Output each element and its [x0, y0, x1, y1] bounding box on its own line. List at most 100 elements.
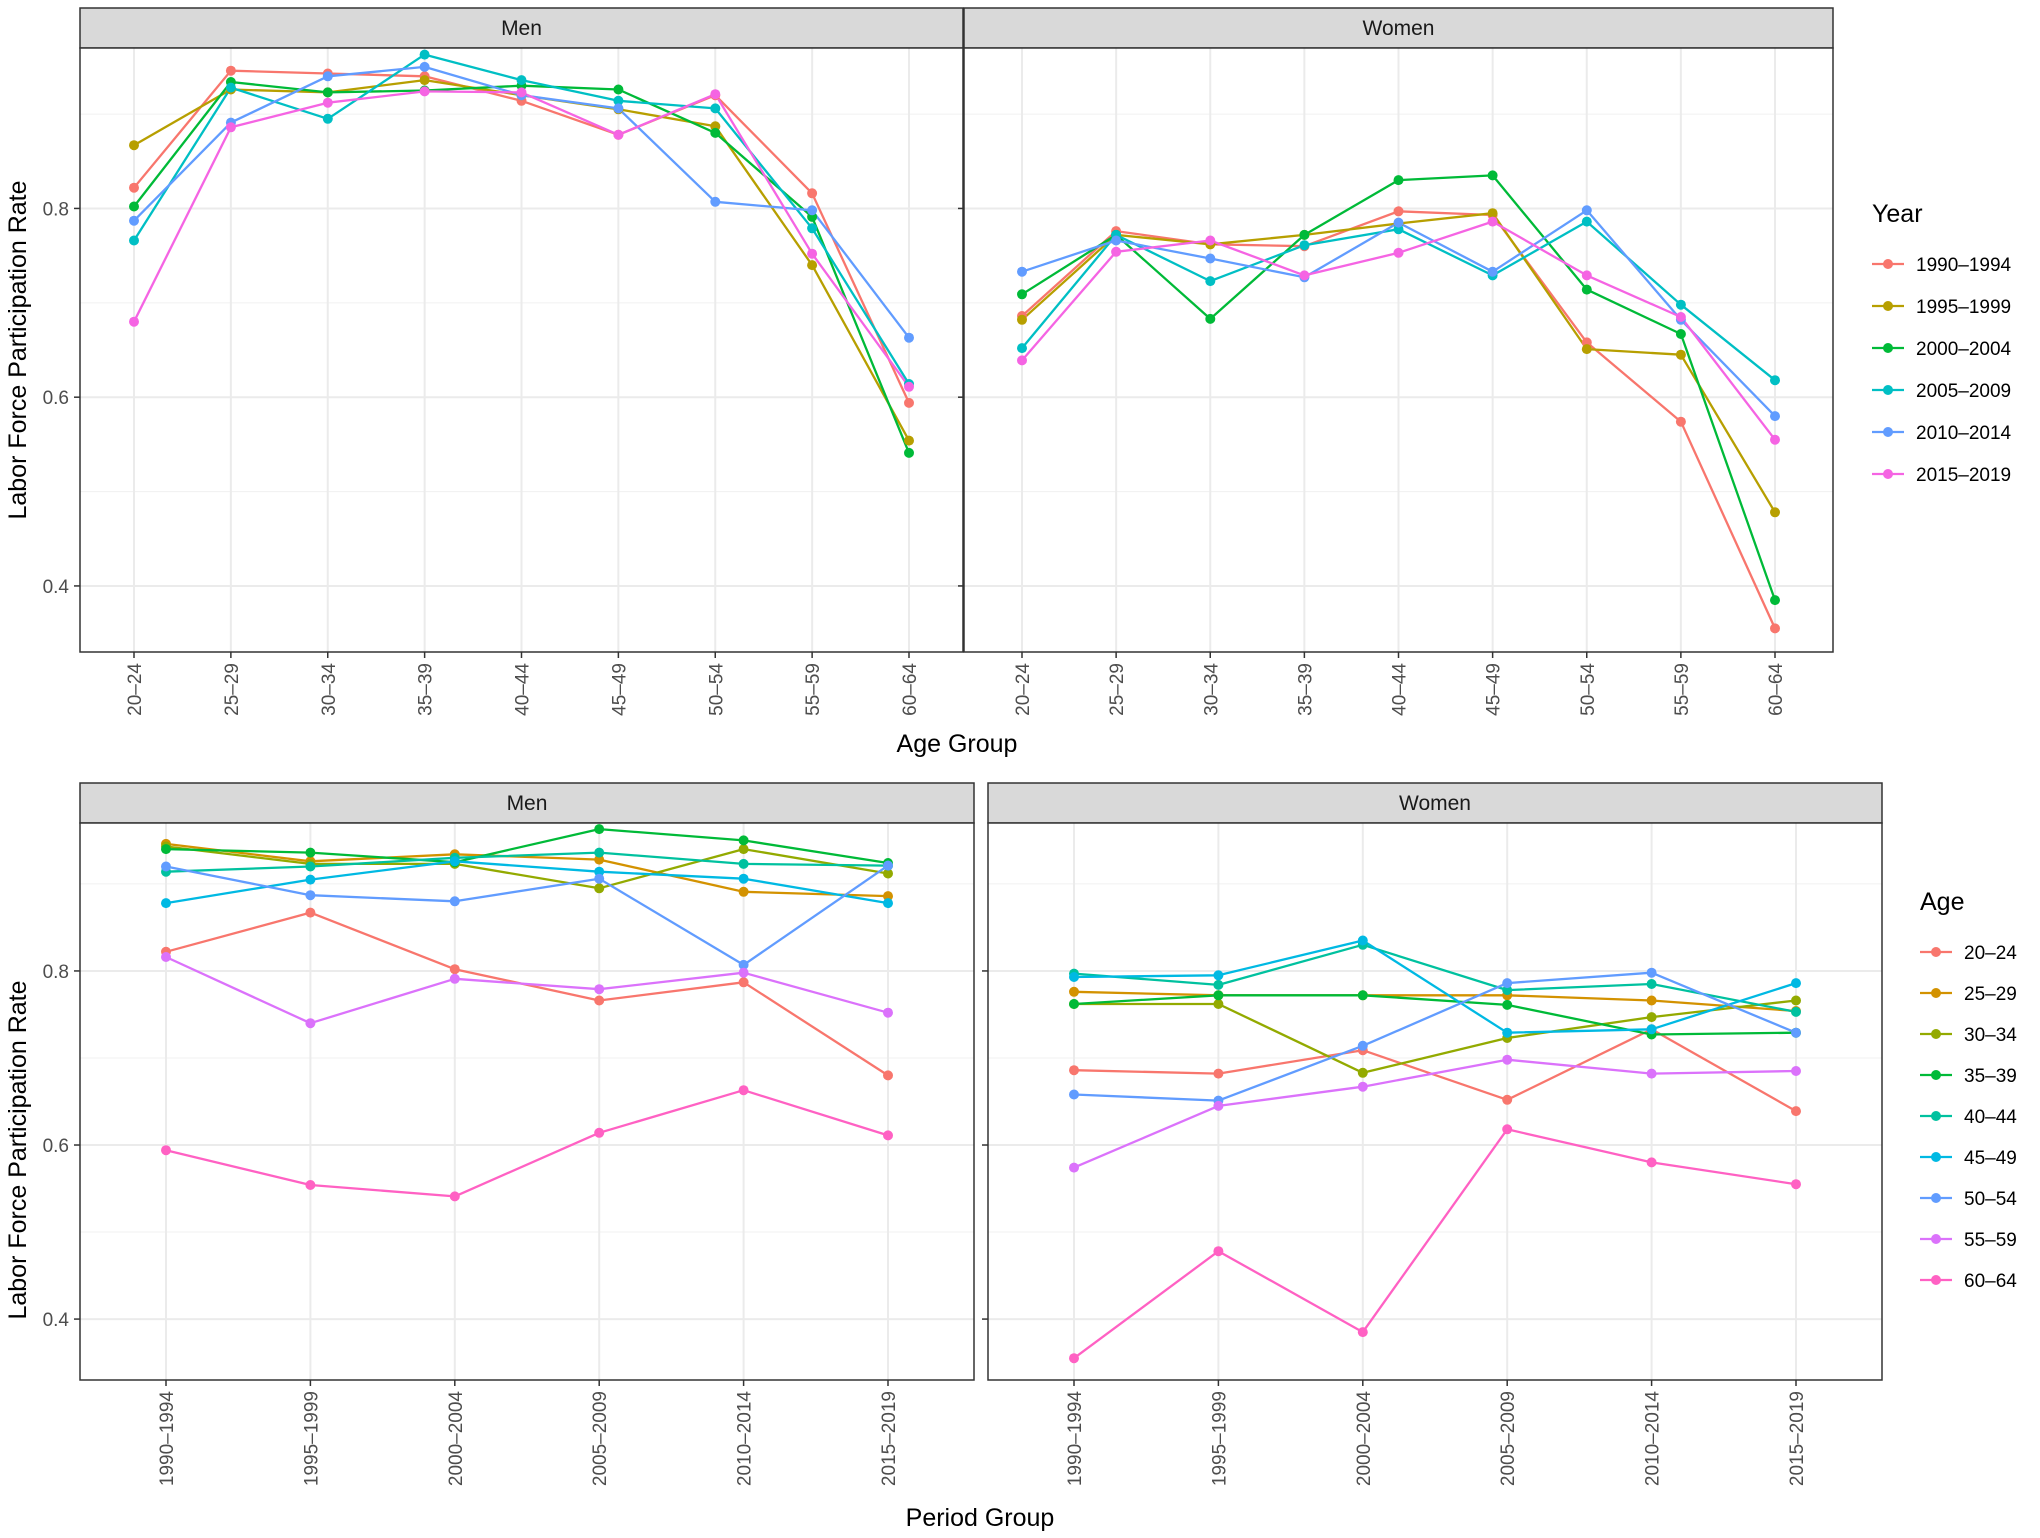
panel-4-point-25-29-2010-2014: [1646, 995, 1657, 1006]
panel-1-point-1995-1999-35-39: [419, 75, 430, 86]
panel-4-series-line-30-34: [1074, 999, 1797, 1074]
legend-item-label: 30–34: [1964, 1025, 2017, 1046]
panel-2-point-2000-2004-45-49: [1487, 170, 1498, 181]
panel-2-point-2015-2019-55-59: [1675, 312, 1686, 322]
panel-3-point-55-59-2005-2009: [594, 984, 605, 995]
panel-4-point-60-64-2015-2019: [1791, 1179, 1801, 1190]
panel-4-series-line-35-39: [1073, 994, 1797, 1036]
legend-item-label: 45–49: [1964, 1148, 2017, 1169]
panel-3-point-30-34-2005-2009: [594, 883, 605, 894]
panel-2-point-1990-1994-60-64: [1770, 623, 1780, 634]
legend-item-25-29: 25–29: [1920, 984, 2017, 1005]
panel-1-point-2005-2009-40-44: [516, 75, 527, 86]
panel-3-strip-label: Men: [507, 792, 548, 815]
panel-1-point-2005-2009-35-39: [419, 49, 430, 60]
panel-3-point-20-24-1995-1999: [305, 907, 316, 918]
panel-1-x-tick-label: 55–59: [803, 663, 824, 716]
legend-item-60-64: 60–64: [1920, 1271, 2017, 1292]
panel-2-x-tick-label: 55–59: [1672, 663, 1693, 716]
panel-4-point-35-39-2000-2004: [1357, 990, 1368, 1001]
panel-1-x-tick-label: 30–34: [319, 663, 340, 716]
bottom-y-axis-title: Labor Force Participation Rate: [4, 980, 32, 1319]
panel-1-y-tick-label: 0.4: [43, 577, 70, 598]
panel-2-women: Women 20–24 25–29 30–34 35–39 40–44 45–49 50–54…: [958, 7, 1834, 716]
panel-1-point-2015-2019-40-44: [516, 87, 527, 98]
panel-3-x-tick-label: 2010–2014: [735, 1391, 756, 1487]
panel-1-point-2015-2019-45-49: [613, 129, 624, 140]
panel-1-point-2015-2019-55-59: [807, 248, 818, 259]
panel-1-point-2005-2009-55-59: [807, 223, 818, 234]
panel-3-y-tick-label: 0.6: [43, 1136, 69, 1157]
panel-4-series-line-50-54: [1073, 971, 1797, 1102]
panel-2-strip: [963, 7, 1834, 49]
panel-3-point-50-54-2000-2004: [449, 896, 460, 907]
panel-1-x-tick-label: 45–49: [609, 663, 630, 716]
legend-key-point: [1931, 1234, 1941, 1244]
legend-age: Age 20–24 25–29 30–34 35–39 40–44 45–49 50–54 55…: [1920, 888, 2017, 1292]
panel-1-point-2010-2014-30-34: [322, 71, 333, 82]
panel-3-series-line-55-59: [165, 955, 889, 1025]
legend-item-50-54: 50–54: [1920, 1189, 2017, 1210]
panel-4-point-40-44-2010-2014: [1646, 979, 1657, 989]
panel-2-point-2000-2004-30-34: [1205, 313, 1216, 324]
panel-3-point-20-24-2015-2019: [883, 1070, 893, 1081]
legend-item-label: 2000–2004: [1916, 339, 2012, 360]
panel-1-point-2005-2009-25-29: [225, 82, 236, 93]
panel-2-point-2015-2019-50-54: [1581, 270, 1592, 281]
panel-2-point-2000-2004-40-44: [1393, 175, 1404, 186]
panel-2-point-2005-2009-55-59: [1675, 299, 1686, 310]
panel-4-point-45-49-2015-2019: [1791, 978, 1801, 989]
panel-3-border: [79, 822, 975, 1381]
panel-1-men: Men 0.4 0.6 0.8 20–24 25–29 30–34 35–39 40–44 45–…: [43, 7, 964, 716]
panel-4-point-50-54-2015-2019: [1791, 1027, 1801, 1038]
panel-2-point-1995-1999-55-59: [1675, 349, 1686, 360]
panel-4-point-50-54-2010-2014: [1646, 967, 1657, 978]
panel-2-point-2005-2009-20-24: [1017, 343, 1027, 354]
panel-1-point-2000-2004-50-54: [710, 127, 721, 138]
panel-2-point-2010-2014-20-24: [1017, 266, 1027, 277]
panel-2-point-2015-2019-40-44: [1393, 247, 1404, 258]
panel-1-strip-label: Men: [501, 17, 542, 40]
legend-item-label: 2010–2014: [1916, 423, 2012, 444]
panel-3-series-line-45-49: [165, 860, 889, 905]
panel-2-x-tick-label: 45–49: [1484, 663, 1505, 716]
panel-4-point-20-24-1995-1999: [1213, 1068, 1224, 1079]
legend-item-label: 20–24: [1964, 943, 2017, 964]
panel-2-x-tick-label: 60–64: [1766, 663, 1787, 716]
legend-item-1990-1994: 1990–1994: [1872, 255, 2012, 276]
panel-4-point-60-64-1995-1999: [1213, 1246, 1224, 1257]
legend-year: Year 1990–1994 1995–1999 2000–2004 2005–2009…: [1872, 200, 2012, 486]
panel-2-point-2005-2009-35-39: [1299, 240, 1310, 251]
panel-4-point-30-34-2010-2014: [1646, 1012, 1657, 1023]
panel-4-point-35-39-2005-2009: [1502, 999, 1513, 1010]
panel-2-x-tick-label: 20–24: [1013, 663, 1034, 716]
legend-item-label: 55–59: [1964, 1230, 2017, 1251]
panel-3-point-55-59-2010-2014: [738, 967, 749, 978]
panel-1-point-2015-2019-60-64: [904, 381, 914, 392]
panel-3-point-55-59-1990-1994: [161, 952, 171, 962]
legend-key-point: [1931, 1152, 1941, 1162]
panel-1-y-tick-label: 0.8: [43, 199, 69, 220]
panel-1-point-2000-2004-45-49: [613, 84, 624, 95]
panel-4-strip-label: Women: [1399, 792, 1471, 815]
panel-4-point-60-64-2000-2004: [1357, 1327, 1368, 1338]
panel-3-x-tick-label: 2005–2009: [590, 1391, 611, 1486]
panel-4-point-55-59-1990-1994: [1069, 1162, 1079, 1173]
panel-3-point-45-49-1995-1999: [305, 874, 316, 885]
panel-4-point-40-44-2015-2019: [1791, 1006, 1801, 1017]
legend-key-point: [1883, 469, 1893, 479]
legend-key-point: [1883, 385, 1893, 395]
panel-4-border: [987, 822, 1883, 1381]
panel-1-point-2010-2014-35-39: [419, 61, 430, 72]
panel-1-point-1990-1994-55-59: [807, 188, 818, 199]
panel-3-point-50-54-2005-2009: [594, 873, 605, 884]
panel-1-strip: [79, 7, 964, 49]
panel-2-point-2005-2009-30-34: [1205, 276, 1216, 287]
panel-3-x-tick-label: 2000–2004: [446, 1391, 467, 1487]
panel-2-point-2000-2004-60-64: [1770, 595, 1780, 606]
legend-item-2015-2019: 2015–2019: [1872, 465, 2011, 486]
panel-1-point-2015-2019-50-54: [710, 89, 721, 100]
panel-4-point-45-49-1995-1999: [1213, 970, 1224, 981]
panel-4-point-35-39-1995-1999: [1213, 990, 1224, 1001]
panel-1-point-2010-2014-50-54: [710, 196, 721, 207]
